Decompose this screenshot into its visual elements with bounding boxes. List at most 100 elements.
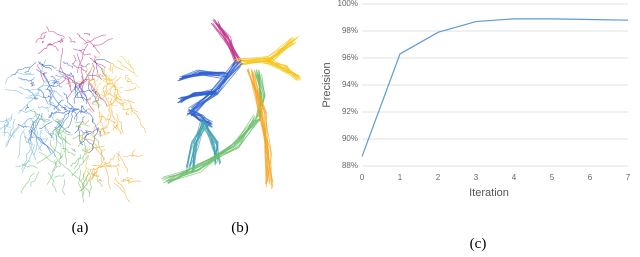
tract: [100, 66, 107, 78]
tract: [18, 86, 38, 100]
tract: [82, 173, 85, 203]
tract: [17, 123, 27, 129]
tract: [53, 122, 62, 152]
tract: [93, 168, 100, 178]
tract: [88, 74, 103, 80]
tract: [102, 80, 123, 89]
tract: [93, 132, 98, 151]
tract: [111, 66, 114, 74]
tract: [117, 151, 120, 162]
tract: [75, 119, 90, 128]
tract: [5, 126, 20, 146]
bundle-fiber: [187, 109, 210, 126]
tract: [91, 62, 95, 80]
panel-label: (a): [72, 220, 89, 236]
tract: [39, 129, 43, 144]
tract: [57, 153, 64, 168]
bundle-fiber: [191, 61, 237, 109]
tract: [55, 121, 71, 134]
x-tick-label: 7: [626, 173, 631, 182]
tract: [52, 160, 58, 173]
tract: [99, 112, 105, 134]
tract: [29, 109, 43, 121]
tract: [81, 75, 84, 99]
tract: [61, 106, 68, 111]
tract: [109, 63, 112, 73]
bundle-fiber: [265, 58, 301, 79]
tract: [76, 124, 81, 129]
tract: [92, 38, 113, 48]
tract: [25, 62, 37, 73]
tract: [113, 182, 131, 203]
tract: [90, 116, 103, 136]
tract: [99, 66, 109, 78]
y-tick-label: 96%: [342, 53, 358, 62]
tract: [58, 37, 64, 44]
tract: [96, 92, 112, 97]
tract: [80, 129, 89, 136]
tract: [50, 84, 63, 88]
tract: [104, 165, 111, 190]
tract: [63, 92, 70, 104]
tract: [98, 128, 110, 135]
tract: [107, 96, 110, 107]
tract: [104, 96, 119, 123]
tract: [122, 107, 139, 113]
tract: [45, 106, 50, 113]
tract: [103, 108, 113, 129]
tract: [23, 71, 32, 75]
tract: [53, 99, 64, 111]
tract: [53, 109, 59, 117]
tract: [71, 62, 88, 73]
x-tick-label: 4: [512, 173, 517, 182]
tract: [122, 177, 129, 183]
tract: [73, 109, 88, 120]
tract: [31, 123, 36, 134]
tract: [38, 138, 48, 150]
tract: [103, 75, 118, 82]
tract: [54, 131, 72, 146]
y-axis-label: Precision: [321, 62, 333, 107]
tract: [119, 55, 135, 71]
tract: [62, 179, 66, 196]
tract: [91, 164, 112, 168]
tract: [87, 108, 93, 113]
tract: [126, 77, 140, 89]
tract: [86, 170, 90, 186]
tract: [78, 125, 84, 146]
x-tick-label: 1: [398, 173, 403, 182]
tract: [107, 78, 122, 94]
tract: [5, 89, 24, 95]
tract: [28, 113, 41, 133]
tract: [113, 85, 118, 99]
bundle-fiber: [218, 22, 243, 65]
bundle-fiber: [180, 91, 218, 98]
tract: [17, 92, 40, 115]
tract: [64, 104, 78, 111]
bundle-fiber: [189, 112, 212, 126]
y-tick-label: 90%: [342, 134, 358, 143]
tract: [64, 135, 68, 165]
tract: [41, 59, 47, 72]
tract: [92, 157, 105, 178]
tract: [92, 77, 96, 91]
tract: [72, 154, 89, 176]
tract: [95, 54, 101, 58]
tract: [112, 124, 119, 131]
tract: [20, 173, 35, 194]
tract: [45, 73, 65, 83]
x-tick-label: 6: [588, 173, 593, 182]
tract: [61, 148, 76, 157]
tract: [55, 121, 60, 133]
tract: [21, 114, 39, 127]
bundle-fiber: [217, 23, 236, 61]
tract: [21, 163, 38, 169]
tract: [21, 144, 36, 174]
tract: [74, 116, 85, 134]
tract: [125, 112, 130, 116]
tract: [117, 98, 135, 104]
tract: [105, 98, 118, 106]
tract: [98, 126, 109, 136]
tract: [77, 43, 89, 74]
tract: [91, 73, 102, 86]
